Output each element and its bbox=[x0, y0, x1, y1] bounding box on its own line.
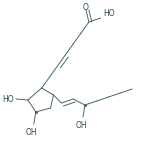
Text: HO: HO bbox=[104, 9, 115, 18]
Text: OH: OH bbox=[26, 128, 38, 137]
Text: OH: OH bbox=[75, 121, 87, 130]
Text: O: O bbox=[83, 3, 89, 12]
Text: HO: HO bbox=[2, 95, 14, 104]
